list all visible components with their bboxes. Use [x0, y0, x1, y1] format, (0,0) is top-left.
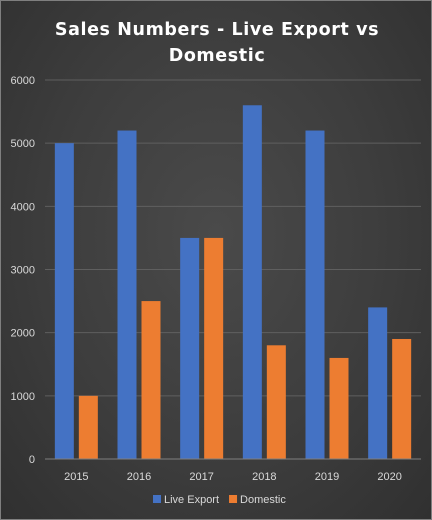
axes: 0 1000 2000 3000 4000 5000 6000 2015 2016 2017 201…: [11, 75, 421, 483]
legend-swatch-domestic: [229, 495, 238, 503]
bar-domestic-2018: [266, 345, 286, 459]
y-tick-label: 4000: [11, 201, 35, 213]
chart-title: Sales Numbers - Live Export vs Domestic: [54, 20, 380, 66]
bar-live-export-2018: [242, 105, 262, 460]
y-tick-label: 6000: [11, 75, 35, 87]
x-tick-label: 2015: [64, 471, 88, 483]
bar-domestic-2015: [78, 395, 98, 459]
x-tick-label: 2019: [315, 471, 339, 483]
bar-live-export-2019: [305, 130, 325, 460]
x-tick-label: 2020: [377, 471, 401, 483]
legend-label-live-export: Live Export: [164, 494, 219, 506]
legend: Live Export Domestic: [153, 494, 286, 506]
bar-live-export-2020: [368, 307, 388, 459]
gridlines: [45, 79, 421, 397]
bar-domestic-2020: [392, 338, 412, 459]
bar-live-export-2015: [54, 143, 74, 459]
x-tick-label: 2018: [252, 471, 276, 483]
y-tick-label: 0: [29, 454, 35, 466]
y-tick-label: 1000: [11, 391, 35, 403]
bars: [54, 105, 412, 460]
x-tick-label: 2016: [127, 471, 151, 483]
bar-live-export-2016: [117, 130, 137, 460]
y-tick-label: 5000: [11, 138, 35, 150]
legend-swatch-live-export: [153, 495, 161, 503]
x-tick-label: 2017: [189, 471, 213, 483]
bar-domestic-2019: [329, 357, 349, 459]
y-tick-label: 3000: [11, 265, 35, 277]
legend-label-domestic: Domestic: [240, 494, 286, 506]
bar-domestic-2016: [141, 301, 161, 459]
y-tick-label: 2000: [11, 328, 35, 340]
bar-domestic-2017: [204, 237, 224, 459]
bar-live-export-2017: [180, 237, 200, 459]
